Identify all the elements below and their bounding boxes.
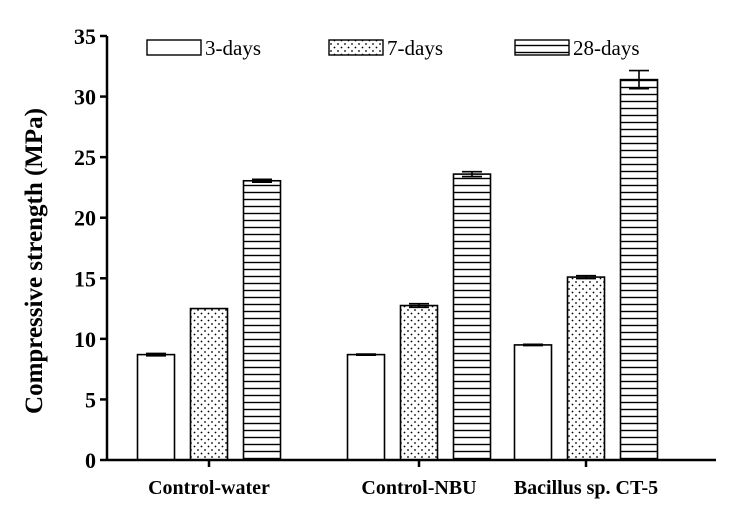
bars <box>136 78 659 461</box>
y-tick-label: 30 <box>74 85 96 110</box>
bar <box>346 353 386 461</box>
legend-item: 28-days <box>514 36 640 60</box>
y-axis-label: Compressive strength (MPa) <box>21 108 48 414</box>
error-bar <box>252 178 272 184</box>
error-bars <box>146 69 649 357</box>
legend-swatch <box>514 39 570 56</box>
x-category-label: Control-water <box>148 477 270 499</box>
legend-item: 3-days <box>146 36 261 60</box>
axes: 0 5 10 15 20 25 30 35 Control-water Control-NBU Ba… <box>74 24 716 499</box>
error-bar <box>629 69 649 90</box>
legend: 3-days 7-days 28-days <box>146 36 640 60</box>
legend-label: 7-days <box>387 36 443 60</box>
error-bar <box>356 353 376 357</box>
bar <box>242 179 282 461</box>
bar <box>619 78 659 461</box>
y-tick-label: 25 <box>74 145 96 170</box>
bar <box>136 353 176 461</box>
legend-label: 28-days <box>573 36 640 60</box>
bar <box>566 276 606 461</box>
bar <box>189 307 229 461</box>
legend-swatch <box>146 39 202 56</box>
x-category-label: Control-NBU <box>361 477 476 499</box>
y-tick-label: 20 <box>74 206 96 231</box>
error-bar <box>462 170 482 178</box>
error-bar <box>409 302 429 309</box>
error-bar <box>146 352 166 357</box>
legend-swatch <box>328 39 384 56</box>
y-tick-label: 0 <box>85 448 96 473</box>
error-bar <box>523 343 543 347</box>
legend-item: 7-days <box>328 36 443 60</box>
x-category-label: Bacillus sp. CT-5 <box>514 477 658 499</box>
bar <box>452 173 492 461</box>
y-tick-label: 35 <box>74 24 96 49</box>
bar <box>399 304 439 461</box>
y-tick-label: 10 <box>74 327 96 352</box>
y-tick-label: 15 <box>74 266 96 291</box>
legend-label: 3-days <box>205 36 261 60</box>
error-bar <box>576 274 596 280</box>
y-tick-label: 5 <box>85 387 96 412</box>
bar <box>513 344 553 461</box>
